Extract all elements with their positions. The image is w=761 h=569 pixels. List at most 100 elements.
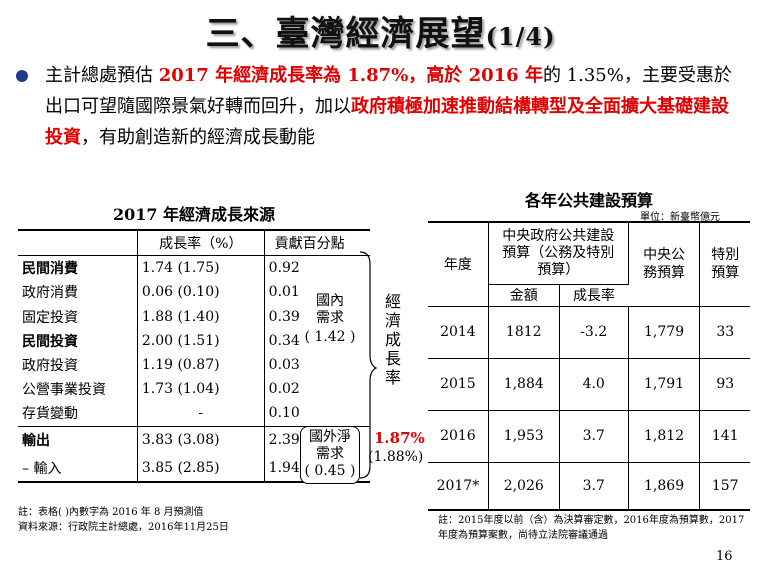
budget-table: 年度 中央政府公共建設預算（公務及特別預算） 中央公務預算 特別預算 金額 成長… — [428, 221, 750, 511]
page-number: 16 — [716, 549, 733, 564]
table-row: 政府投資 1.19 (0.87) 0.03 — [18, 352, 370, 378]
summary-segment-highlight: 2017 年經濟成長率為 1.87%，高於 2016 年 — [158, 65, 543, 86]
header-central: 中央公務預算 — [628, 222, 701, 307]
domestic-demand-group: 國內需求 ( 1.42 ) — [300, 293, 360, 346]
row-rate: 1.88 (1.40) — [136, 304, 265, 329]
page-title-main: 三、臺灣經濟展望 — [205, 14, 486, 54]
cell-central: 1,812 — [628, 410, 701, 463]
header-growth: 成長率 — [559, 284, 629, 307]
row-contrib: 1.94 — [268, 459, 300, 476]
budget-table-note: 註：2015年度以前（含）為決算審定數，2016年度為預算數，2017年度為預算… — [438, 515, 745, 541]
cell-year: 2015 — [428, 358, 489, 411]
header-special-label: 特別預算 — [711, 247, 740, 282]
row-label: 政府消費 — [22, 285, 78, 302]
bullet-icon — [16, 70, 28, 82]
table-header-row: 成長率（%） 貢獻百分點 — [18, 230, 370, 256]
table-subheader-row: 金額 成長率 — [428, 284, 750, 307]
cell-year: 2017* — [428, 462, 489, 511]
table-row: 2016 1,953 3.7 1,812 141 — [428, 410, 750, 463]
header-amount: 金額 — [488, 284, 560, 307]
header-year: 年度 — [428, 222, 489, 307]
cell-amount: 2,026 — [488, 462, 560, 511]
row-label: 政府投資 — [22, 358, 78, 375]
row-label: 輸出 — [22, 433, 50, 450]
row-label: 公營事業投資 — [22, 382, 106, 399]
gdp-previous-value: (1.88%) — [368, 449, 424, 465]
cell-central: 1,779 — [628, 306, 701, 359]
row-label: 固定投資 — [22, 309, 78, 326]
header-central-special: 中央政府公共建設預算（公務及特別預算） — [488, 222, 629, 285]
header-contribution: 貢獻百分點 — [274, 236, 345, 253]
table-row: 民間消費 1.74 (1.75) 0.92 — [18, 255, 370, 281]
row-contrib: 0.01 — [268, 284, 300, 301]
domestic-demand-value: ( 1.42 ) — [304, 329, 356, 345]
table-row: 2017* 2,026 3.7 1,869 157 — [428, 462, 750, 511]
row-rate: 0.06 (0.10) — [136, 280, 265, 305]
page-title: 三、臺灣經濟展望(1/4) — [0, 6, 761, 55]
external-demand-value: ( 0.45 ) — [304, 463, 356, 479]
row-contrib: 0.92 — [268, 260, 300, 277]
cell-growth: 3.7 — [559, 410, 629, 463]
row-rate: 3.83 (3.08) — [136, 426, 265, 454]
cell-special: 33 — [699, 306, 750, 359]
external-demand-label: 國外淨需求 — [309, 429, 351, 462]
cell-year: 2014 — [428, 306, 489, 359]
row-rate: 1.73 (1.04) — [136, 377, 265, 402]
cell-amount: 1,884 — [488, 358, 560, 411]
row-contrib: 0.10 — [268, 405, 300, 422]
table-row: 2014 1812 -3.2 1,779 33 — [428, 306, 750, 359]
table-header-row: 年度 中央政府公共建設預算（公務及特別預算） 中央公務預算 特別預算 — [428, 222, 750, 307]
row-contrib: 0.34 — [268, 332, 300, 349]
cell-special: 141 — [699, 410, 750, 463]
row-rate: 3.85 (2.85) — [136, 454, 265, 482]
row-label: – 輸入 — [22, 460, 62, 477]
gdp-value: 1.87% — [374, 429, 425, 447]
table-row: 民間投資 2.00 (1.51) 0.34 — [18, 328, 370, 353]
curly-brace-icon — [359, 251, 378, 479]
growth-table-title: 2017 年經濟成長來源 — [112, 205, 276, 224]
row-rate: 2.00 (1.51) — [136, 328, 265, 353]
table-row: 政府消費 0.06 (0.10) 0.01 — [18, 280, 370, 305]
table-row: 輸出 3.83 (3.08) 2.39 — [18, 426, 370, 454]
cell-central: 1,791 — [628, 358, 701, 411]
row-contrib: 0.39 — [268, 308, 300, 325]
summary-paragraph: 主計總處預估 2017 年經濟成長率為 1.87%，高於 2016 年的 1.3… — [45, 60, 745, 153]
row-rate: 1.19 (0.87) — [136, 352, 265, 378]
row-label: 存貨變動 — [22, 406, 78, 423]
header-growth-rate: 成長率（%） — [136, 230, 265, 256]
row-label: 民間消費 — [22, 261, 78, 278]
gdp-vertical-label: 經濟成長率 — [384, 292, 401, 387]
cell-amount: 1,953 — [488, 410, 560, 463]
budget-table-unit: 單位：新臺幣億元 — [640, 212, 720, 223]
cell-growth: 4.0 — [559, 358, 629, 411]
external-demand-box: 國外淨需求 ( 0.45 ) — [300, 426, 360, 484]
row-contrib: 0.03 — [268, 357, 300, 374]
growth-table-note: 註：表格( )內數字為 2016 年 8 月預測值 — [18, 507, 204, 518]
table-row: 2015 1,884 4.0 1,791 93 — [428, 358, 750, 411]
table-row: – 輸入 3.85 (2.85) 1.94 — [18, 454, 370, 482]
cell-special: 93 — [699, 358, 750, 411]
cell-special: 157 — [699, 462, 750, 511]
cell-growth: -3.2 — [559, 306, 629, 359]
header-central-label: 中央公務預算 — [643, 247, 686, 282]
growth-sources-table: 成長率（%） 貢獻百分點 民間消費 1.74 (1.75) 0.92 政府消費 … — [18, 229, 370, 483]
cell-growth: 3.7 — [559, 462, 629, 511]
cell-amount: 1812 — [488, 306, 560, 359]
row-contrib: 0.02 — [268, 381, 300, 398]
header-special: 特別預算 — [699, 222, 750, 307]
summary-segment: 的 1.35%，主要受惠於出口可望隨國際景氣好轉而回升，加以 — [45, 65, 732, 117]
row-rate: - — [136, 401, 265, 426]
table-row: 固定投資 1.88 (1.40) 0.39 — [18, 304, 370, 329]
cell-year: 2016 — [428, 410, 489, 463]
cell-central: 1,869 — [628, 462, 701, 511]
row-label: 民間投資 — [22, 333, 78, 350]
table-row: 公營事業投資 1.73 (1.04) 0.02 — [18, 377, 370, 402]
summary-segment-highlight: 政府積極加速推動結構轉型及全面擴大基礎建設投資 — [45, 96, 729, 148]
summary-segment: 主計總處預估 — [45, 65, 159, 86]
row-contrib: 2.39 — [268, 432, 300, 449]
table-row: 存貨變動 - 0.10 — [18, 401, 370, 426]
domestic-demand-label: 國內需求 — [316, 293, 344, 326]
growth-table-source: 資料來源：行政院主計總處，2016年11月25日 — [18, 522, 229, 533]
summary-segment: ，有助創造新的經濟成長動能 — [81, 127, 315, 148]
row-rate: 1.74 (1.75) — [136, 255, 265, 281]
